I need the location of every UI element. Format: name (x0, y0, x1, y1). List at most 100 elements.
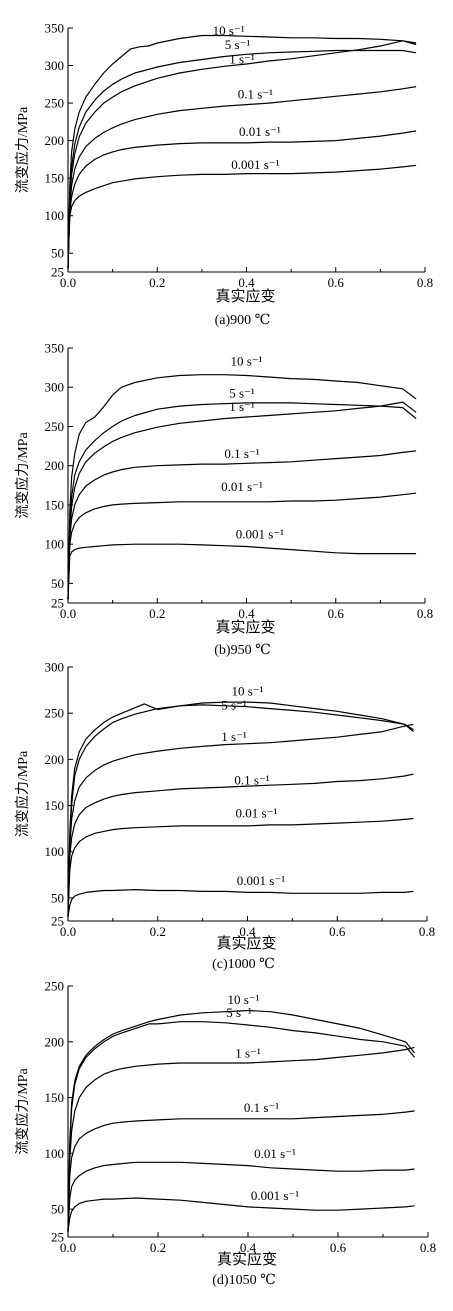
y-tick-label: 200 (45, 133, 65, 148)
panel-caption: (b)950 ℃ (214, 643, 271, 658)
x-tick-label: 0.4 (240, 1240, 257, 1255)
series-line (67, 704, 414, 917)
x-axis-label: 真实应变 (216, 934, 276, 952)
y-tick-label: 100 (45, 1146, 65, 1161)
series-label: 0.01 s⁻¹ (239, 124, 281, 139)
x-tick-label: 0.2 (150, 924, 166, 939)
y-tick-label: 350 (45, 341, 65, 356)
series-line (67, 1161, 415, 1232)
x-tick-label: 0.4 (239, 924, 256, 939)
y-tick-label: 250 (45, 419, 65, 434)
y-tick-label: 200 (45, 458, 65, 473)
series-line (67, 1046, 415, 1232)
series-label: 0.1 s⁻¹ (244, 1100, 279, 1115)
series-label: 0.1 s⁻¹ (238, 87, 273, 102)
x-axis-label: 真实应变 (215, 618, 275, 636)
series-label: 1 s⁻¹ (235, 1045, 261, 1060)
x-tick-label: 0.8 (419, 924, 435, 939)
panel-caption: (a)900 ℃ (215, 313, 271, 328)
y-tick-label: 100 (45, 844, 65, 859)
y-tick-label: 350 (45, 21, 65, 36)
series-label: 0.01 s⁻¹ (236, 806, 278, 821)
y-tick-label: 250 (45, 706, 65, 721)
series-line (67, 34, 417, 269)
series-label: 0.1 s⁻¹ (234, 772, 269, 787)
series-label: 0.001 s⁻¹ (251, 1188, 299, 1203)
y-tick-label: 50 (51, 1202, 64, 1217)
x-tick-label: 0.2 (150, 1240, 166, 1255)
chart-panel-1: 0.0 0.2 0.4 0.6 0.8 25 50 100 150 200 250 300 350 流变应… (14, 341, 433, 659)
y-tick-label: 50 (51, 576, 64, 591)
x-tick-label: 0.2 (149, 606, 165, 621)
y-tick-label: 150 (45, 171, 65, 186)
x-tick-label: 0.0 (60, 275, 76, 290)
y-axis-label: 流变应力/MPa (14, 106, 31, 193)
series-label: 5 s⁻¹ (221, 697, 247, 712)
series-line (67, 1197, 415, 1232)
x-tick-label: 0.2 (149, 275, 165, 290)
series-line (67, 374, 417, 600)
y-tick-label: 300 (45, 380, 65, 395)
series-label: 0.001 s⁻¹ (236, 527, 284, 542)
y-tick-label: 250 (45, 96, 65, 111)
x-tick-label: 0.6 (329, 924, 346, 939)
series-line (67, 492, 417, 600)
series-line (67, 1009, 415, 1232)
series-line (67, 723, 414, 917)
series-line (67, 773, 414, 917)
series-label: 0.1 s⁻¹ (224, 446, 259, 461)
x-tick-label: 0.8 (420, 1240, 436, 1255)
chart-panel-2: 0.0 0.2 0.4 0.6 0.8 25 50 100 150 200 250 300 流变应力/M… (14, 660, 435, 973)
y-tick-label: 200 (45, 752, 65, 767)
x-tick-label: 0.0 (60, 1240, 76, 1255)
y-tick-label: 100 (45, 537, 65, 552)
y-tick-label: 100 (45, 208, 65, 223)
series-line (67, 130, 417, 269)
y-tick-label: 50 (51, 246, 64, 261)
series-line (67, 817, 414, 917)
series-label: 0.01 s⁻¹ (254, 1146, 296, 1161)
y-tick-label: 300 (45, 660, 65, 675)
y-tick-label: 25 (51, 914, 64, 929)
y-tick-label: 150 (45, 1090, 65, 1105)
series-label: 1 s⁻¹ (229, 51, 255, 66)
y-tick-label: 250 (45, 979, 65, 994)
x-tick-label: 0.8 (417, 606, 433, 621)
x-tick-label: 0.6 (328, 606, 345, 621)
series-label: 10 s⁻¹ (231, 684, 263, 699)
series-label: 5 s⁻¹ (226, 1005, 252, 1020)
series-line (67, 1021, 415, 1232)
series-line (67, 889, 414, 917)
panel-caption: (d)1050 ℃ (212, 1273, 276, 1288)
series-line (67, 164, 417, 269)
y-tick-label: 300 (45, 58, 65, 73)
series-label: 1 s⁻¹ (229, 399, 255, 414)
series-line (67, 401, 417, 600)
y-axis-label: 流变应力/MPa (14, 432, 31, 519)
x-tick-label: 0.6 (330, 1240, 347, 1255)
series-line (67, 543, 417, 600)
y-tick-label: 50 (51, 890, 64, 905)
series-label: 5 s⁻¹ (225, 37, 251, 52)
y-axis-label: 流变应力/MPa (14, 1068, 31, 1155)
chart-panel-0: 0.0 0.2 0.4 0.6 0.8 25 50 100 150 200 250 300 350 流变应… (14, 21, 433, 329)
y-tick-label: 200 (45, 1034, 65, 1049)
y-tick-label: 25 (51, 1230, 64, 1245)
x-axis-label: 真实应变 (215, 287, 275, 305)
x-tick-label: 0.6 (328, 275, 345, 290)
y-axis-label: 流变应力/MPa (14, 750, 31, 837)
series-line (67, 1110, 415, 1232)
series-line (67, 450, 417, 600)
series-label: 0.001 s⁻¹ (231, 157, 279, 172)
series-line (67, 402, 417, 600)
series-label: 10 s⁻¹ (230, 353, 262, 368)
series-line (67, 86, 417, 269)
series-line (67, 40, 417, 269)
y-tick-label: 25 (51, 596, 64, 611)
series-line (67, 49, 417, 269)
x-tick-label: 0.4 (238, 275, 255, 290)
x-tick-label: 0.0 (60, 924, 76, 939)
series-label: 0.01 s⁻¹ (221, 479, 263, 494)
x-tick-label: 0.0 (60, 606, 76, 621)
